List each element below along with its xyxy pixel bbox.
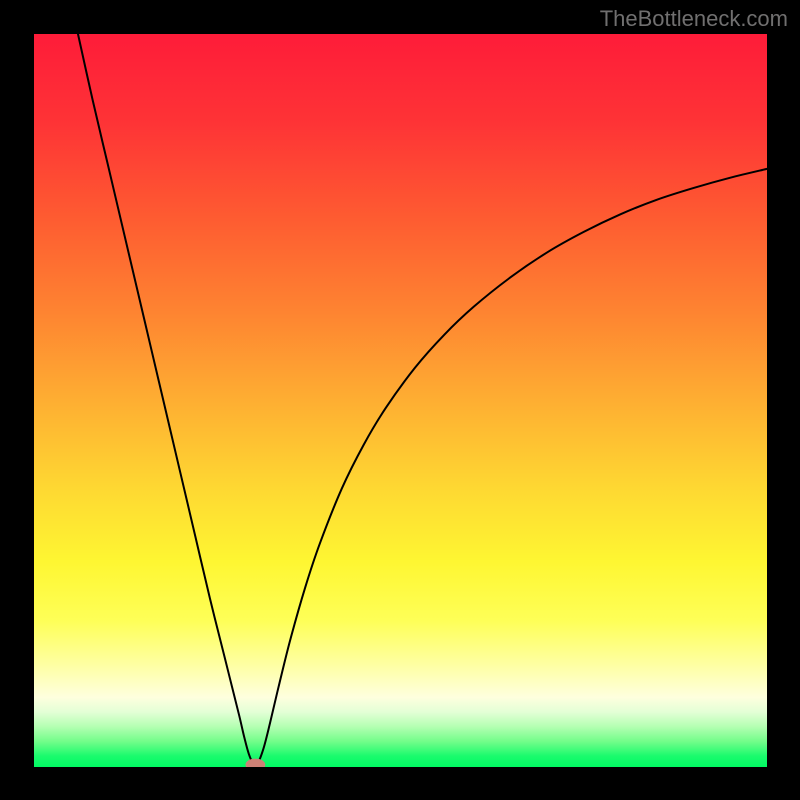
- plot-background: [34, 34, 767, 767]
- bottleneck-plot: [34, 34, 767, 767]
- watermark-text: TheBottleneck.com: [600, 6, 788, 32]
- chart-frame: TheBottleneck.com: [0, 0, 800, 800]
